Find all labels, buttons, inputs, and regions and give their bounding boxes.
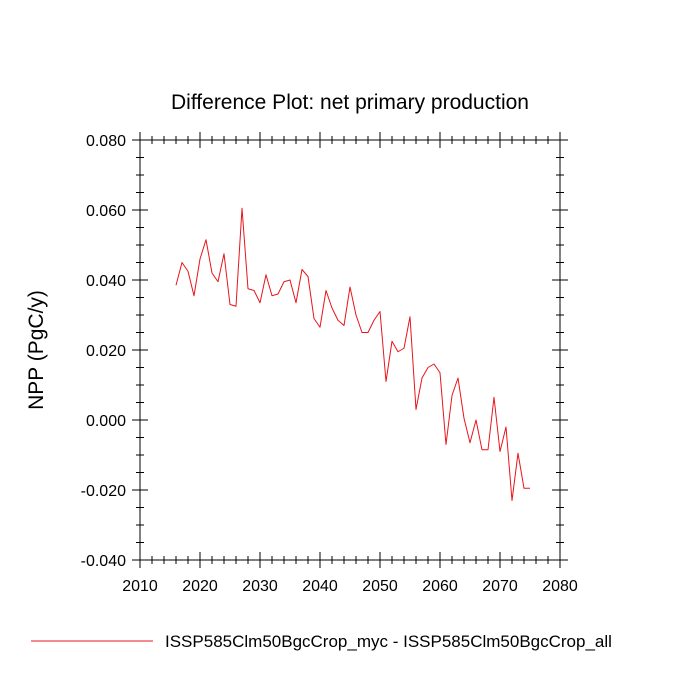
axis-tick-labels: 2010 2020 2030 2040 2050 2060 2070 2080 -0.040 -0… <box>81 133 578 595</box>
x-tick-label: 2050 <box>362 578 398 595</box>
plot-frame <box>139 139 561 561</box>
x-tick-label: 2080 <box>542 578 578 595</box>
y-tick-label: 0.020 <box>86 343 126 360</box>
legend-label: ISSP585Clm50BgcCrop_myc - ISSP585Clm50Bg… <box>165 632 612 651</box>
y-axis-label: NPP (PgC/y) <box>25 290 48 410</box>
x-tick-label: 2060 <box>422 578 458 595</box>
y-tick-label: 0.060 <box>86 203 126 220</box>
x-tick-label: 2020 <box>182 578 218 595</box>
y-tick-label: 0.000 <box>86 413 126 430</box>
x-tick-label: 2070 <box>482 578 518 595</box>
legend: ISSP585Clm50BgcCrop_myc - ISSP585Clm50Bg… <box>31 632 612 651</box>
chart-title: Difference Plot: net primary production <box>171 91 529 114</box>
x-tick-label: 2030 <box>242 578 278 595</box>
series-group <box>175 207 530 501</box>
x-tick-label: 2010 <box>122 578 158 595</box>
series-line <box>175 207 530 501</box>
y-tick-label: -0.040 <box>81 553 126 570</box>
y-tick-label: 0.080 <box>86 133 126 150</box>
x-tick-label: 2040 <box>302 578 338 595</box>
y-tick-label: 0.040 <box>86 273 126 290</box>
axis-ticks <box>132 132 568 568</box>
y-tick-label: -0.020 <box>81 483 126 500</box>
